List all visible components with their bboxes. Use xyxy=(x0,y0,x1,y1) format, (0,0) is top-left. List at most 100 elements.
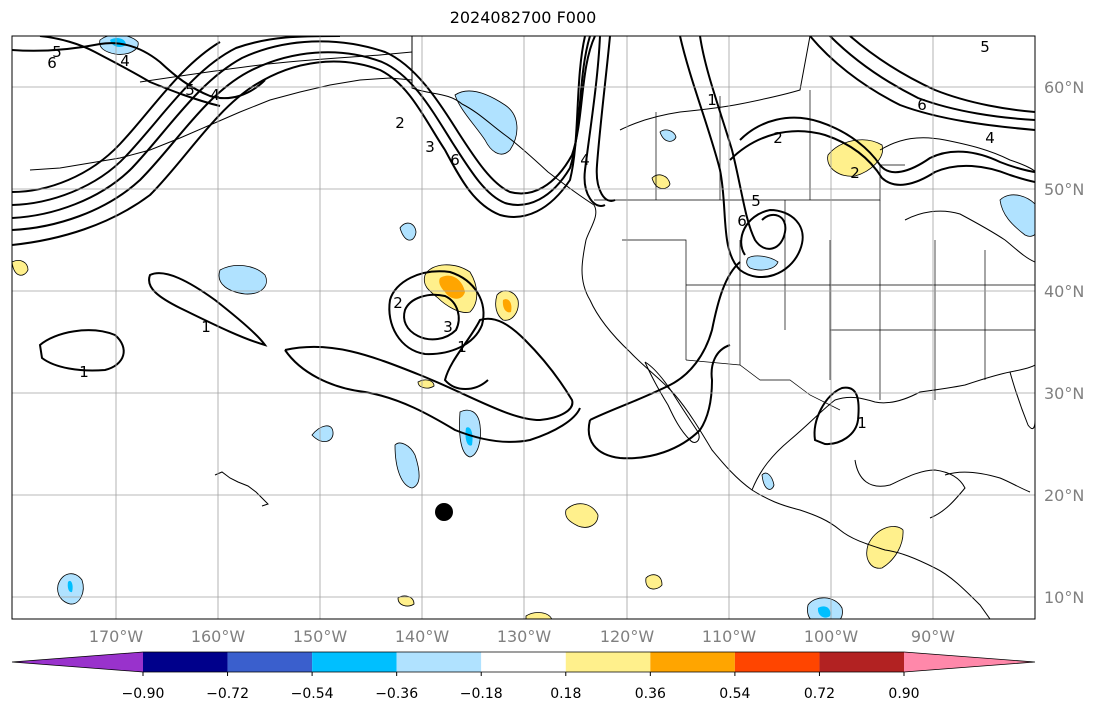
colorbar-extend-low xyxy=(12,652,143,672)
colorbar-tick-label: −0.36 xyxy=(375,686,418,702)
contour-pacific-low-2 xyxy=(403,293,460,341)
lat-label-50: 50°N xyxy=(1044,180,1084,199)
map-frame xyxy=(11,35,1036,620)
coastline-hudson xyxy=(879,137,1035,173)
contour-ridge-4 xyxy=(12,36,341,206)
contour-label: 1 xyxy=(79,363,89,381)
anomaly-positive-bottom-1 xyxy=(397,595,415,607)
contour-label: 6 xyxy=(917,96,927,114)
colorbar-tick-label: −0.18 xyxy=(460,686,503,702)
anomaly-positive-south-2 xyxy=(645,574,663,590)
contour-east-ridge-2 xyxy=(829,36,1035,121)
anomaly-positive-small-bc xyxy=(651,174,671,189)
contour-label: 2 xyxy=(395,114,405,132)
contour-label: 2 xyxy=(393,294,403,312)
contour-gulf xyxy=(813,386,860,446)
lon-label-140w: 140°W xyxy=(395,627,450,646)
contour-labels: 5 6 4 5 4 2 3 6 4 2 5 6 2 6 5 4 1 1 1 2 … xyxy=(47,38,995,432)
anomaly-negative-small-1 xyxy=(399,222,417,241)
contour-low-east xyxy=(679,36,804,279)
anomaly-negative-far-west-core xyxy=(67,580,73,593)
anomaly-positive-bottom-2 xyxy=(525,612,552,619)
colorbar-tick-label: 0.18 xyxy=(550,686,581,702)
colorbar-tick-label: 0.90 xyxy=(888,686,919,702)
latitude-labels: 60°N 50°N 40°N 30°N 20°N 10°N xyxy=(1044,78,1084,607)
coastline-hawaii xyxy=(214,471,269,507)
anomaly-negative-hawaii-east xyxy=(394,442,420,489)
border-states xyxy=(622,200,1035,400)
contour-label: 1 xyxy=(707,91,717,109)
lon-label-170w: 170°W xyxy=(89,627,144,646)
contour-label: 4 xyxy=(210,86,220,104)
coastline-canada-north xyxy=(619,36,811,131)
lon-label-90w: 90°W xyxy=(911,627,955,646)
anomaly-positive-pacific-core xyxy=(439,275,465,299)
lon-label-160w: 160°W xyxy=(191,627,246,646)
colorbar-segment xyxy=(312,652,397,672)
contour-label: 6 xyxy=(450,151,460,169)
contour-subtropical-outer xyxy=(284,349,581,443)
map-title: 2024082700 F000 xyxy=(449,8,597,27)
contour-label: 5 xyxy=(751,192,761,210)
contour-label: 3 xyxy=(443,318,453,336)
colorbar-extend-high xyxy=(904,652,1035,672)
coastline-florida xyxy=(1009,371,1035,430)
contour-label: 4 xyxy=(985,129,995,147)
contour-ridge-5 xyxy=(12,41,221,193)
lat-label-10: 10°N xyxy=(1044,588,1084,607)
anomaly-negative-pacific-nw xyxy=(218,265,267,295)
coastline-cuba xyxy=(944,471,1031,493)
anomaly-positive-small-mid xyxy=(417,379,435,389)
contour-ridge-3 xyxy=(12,36,596,219)
anomaly-positive-pacific-2-core xyxy=(502,299,512,313)
political-borders xyxy=(411,36,1035,411)
contour-subtropical-2 xyxy=(38,329,125,372)
contour-label: 3 xyxy=(425,138,435,156)
border-us-mexico xyxy=(685,359,841,411)
contour-east-ridge xyxy=(809,36,1035,131)
lon-label-130w: 130°W xyxy=(497,627,552,646)
contour-pacific-low xyxy=(388,270,485,356)
lat-label-40: 40°N xyxy=(1044,282,1084,301)
anomaly-negative-canada-east xyxy=(999,194,1035,237)
lat-label-20: 20°N xyxy=(1044,486,1084,505)
lon-label-110w: 110°W xyxy=(702,627,757,646)
anomaly-negative-mexico-south-core xyxy=(817,606,831,618)
contour-label: 6 xyxy=(47,54,57,72)
colorbar-tick-label: 0.54 xyxy=(719,686,750,702)
coastlines xyxy=(29,36,1035,619)
lon-label-100w: 100°W xyxy=(804,627,859,646)
map-background xyxy=(12,36,1035,619)
anomaly-negative-mexico-small xyxy=(761,472,775,490)
contour-subtropical-1 xyxy=(148,272,268,347)
anomaly-positive-far-west xyxy=(12,260,29,276)
coastline-aleutians xyxy=(29,77,413,171)
contour-low-east-2 xyxy=(699,36,787,250)
contour-east-2 xyxy=(729,130,1035,186)
contour-label: 1 xyxy=(457,338,467,356)
anomaly-positive-central-america xyxy=(866,526,904,569)
colorbar-segment xyxy=(481,652,566,672)
contour-label: 2 xyxy=(850,164,860,182)
contour-trough-west xyxy=(12,42,266,100)
contour-label: 4 xyxy=(580,151,590,169)
coastline-yucatan xyxy=(854,459,966,519)
coastline-gulf xyxy=(751,364,1035,491)
contour-mexico-2 xyxy=(587,344,731,460)
anomaly-negative-alaska xyxy=(454,90,518,155)
contour-ridge-1 xyxy=(12,36,586,246)
lon-label-150w: 150°W xyxy=(293,627,348,646)
colorbar-segment xyxy=(565,652,651,672)
anomaly-positive-south xyxy=(565,503,599,528)
coastline-great-lakes xyxy=(904,210,1035,263)
contour-label: 1 xyxy=(201,318,211,336)
lon-label-120w: 120°W xyxy=(600,627,655,646)
colorbar-tick-label: −0.72 xyxy=(206,686,249,702)
contour-label: 1 xyxy=(857,414,867,432)
colorbar-tick-label: 0.72 xyxy=(804,686,835,702)
anomaly-negative-mid-core xyxy=(465,427,473,446)
coastline-north-america xyxy=(411,36,991,619)
contour-east-1 xyxy=(739,116,1035,174)
longitude-labels: 170°W 160°W 150°W 140°W 130°W 120°W 110°… xyxy=(89,627,955,646)
